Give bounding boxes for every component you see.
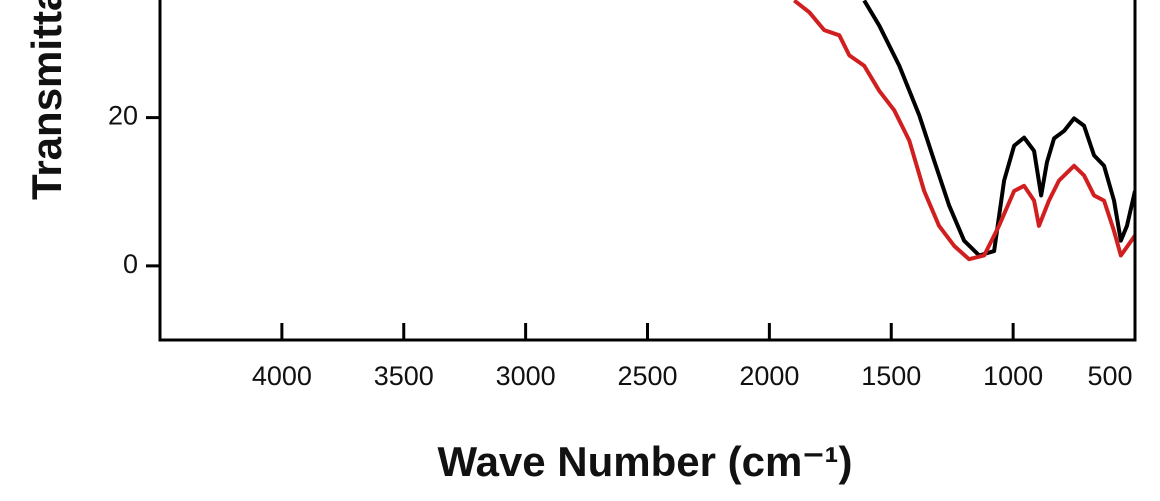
- x-tick-label: 3000: [496, 361, 556, 391]
- series-line: [862, 0, 1135, 258]
- y-axis-label: Transmittance (%): [23, 0, 70, 200]
- x-tick-label: 2500: [617, 361, 677, 391]
- y-tick-label: 20: [108, 101, 138, 131]
- x-tick-label: 3500: [374, 361, 434, 391]
- x-axis-label: Wave Number (cm⁻¹): [437, 438, 852, 485]
- x-tick-label: 1000: [983, 361, 1043, 391]
- x-tick-label: 1500: [861, 361, 921, 391]
- x-tick-label: 500: [1087, 361, 1132, 391]
- axis-frame: [158, 0, 1137, 342]
- plot-area: [793, 0, 1135, 262]
- series-line: [793, 0, 1135, 262]
- x-tick-label: 2000: [739, 361, 799, 391]
- y-tick-label: 0: [123, 249, 138, 279]
- x-tick-label: 4000: [252, 361, 312, 391]
